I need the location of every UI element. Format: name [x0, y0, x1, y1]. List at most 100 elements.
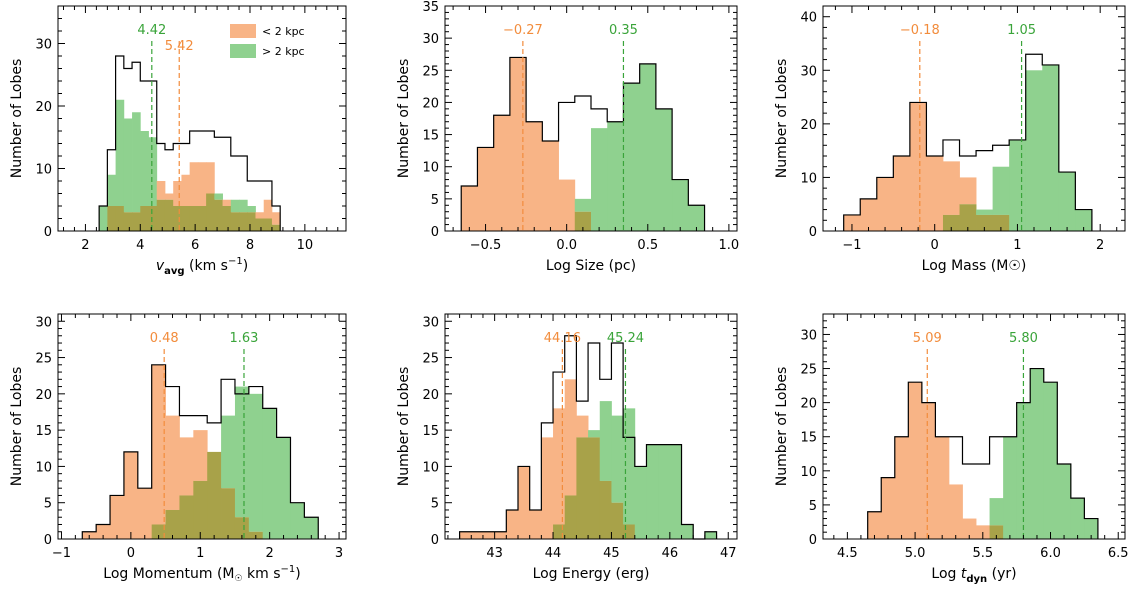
far-bar-5	[140, 131, 149, 206]
legend-swatch	[230, 44, 256, 58]
far-bar-16	[646, 444, 659, 539]
far-bar-10	[623, 83, 641, 232]
plot-frame	[444, 313, 738, 540]
y-tick-label: 20	[422, 96, 439, 111]
y-tick-label: 20	[422, 388, 439, 403]
near-bar-3	[908, 382, 923, 539]
far-bar-11	[1025, 70, 1043, 232]
overlap-bar-16	[230, 212, 240, 231]
far-bar-17	[658, 444, 671, 539]
far-bar-17	[239, 199, 248, 213]
y-tick-label: 25	[422, 352, 439, 367]
far-bar-7	[574, 198, 592, 212]
x-tick-label: 2	[81, 238, 89, 253]
overlap-bar-13	[206, 193, 215, 231]
near-bar-6	[948, 484, 963, 539]
x-tick-label: 43	[486, 546, 503, 561]
overlap-bar-1	[107, 206, 116, 231]
near-bar-4	[909, 102, 927, 231]
far-bar-16	[230, 199, 240, 213]
y-tick-label: 20	[35, 100, 52, 115]
near-bar-7	[959, 177, 977, 205]
overlap-bar-13	[611, 502, 624, 539]
x-tick-label: 45	[603, 546, 620, 561]
near-bar-0	[843, 214, 861, 231]
x-axis-label: Log Mass (M☉)	[922, 258, 1027, 274]
near-bar-3	[893, 156, 911, 231]
near-bar-4	[526, 121, 543, 231]
x-tick-label: 10	[297, 238, 314, 253]
x-tick-label: 0	[127, 546, 135, 561]
legend-label: < 2 kpc	[262, 25, 305, 38]
far-median-label: 4.42	[137, 23, 166, 38]
y-tick-label: 30	[800, 64, 817, 79]
overlap-bar-2	[115, 206, 125, 231]
x-tick-label: 1	[1013, 238, 1021, 253]
far-median-label: 0.35	[609, 23, 638, 38]
near-bar-15	[222, 199, 232, 206]
overlap-bar-9	[207, 451, 222, 539]
far-bar-19	[681, 524, 694, 539]
near-median-label: 5.42	[165, 39, 194, 54]
total-histogram-outline	[867, 367, 1099, 539]
near-bar-7	[156, 181, 166, 200]
overlap-bar-17	[239, 212, 248, 231]
y-tick-label: 20	[800, 397, 817, 412]
far-bar-14	[214, 193, 223, 200]
x-axis-label: Log tdyn (yr)	[931, 566, 1016, 585]
legend-swatch	[230, 24, 256, 38]
near-bar-12	[197, 162, 207, 206]
near-bar-21	[271, 212, 281, 225]
far-bar-14	[276, 437, 291, 539]
far-bar-13	[262, 408, 278, 539]
near-bar-0	[459, 531, 472, 539]
near-median-label: 5.09	[913, 331, 942, 346]
y-tick-label: 5	[809, 499, 817, 514]
near-bar-5	[926, 156, 944, 231]
near-bar-6	[165, 415, 180, 510]
x-tick-label: 3	[335, 546, 343, 561]
far-bar-13	[611, 415, 624, 503]
y-tick-label: 30	[800, 328, 817, 343]
total-histogram-outline	[460, 56, 706, 231]
y-tick-label: 10	[422, 161, 439, 176]
y-tick-label: 5	[431, 193, 439, 208]
near-bar-7	[962, 518, 977, 539]
y-tick-label: 30	[35, 38, 52, 53]
near-bar-1	[860, 198, 878, 231]
far-bar-0	[99, 206, 108, 231]
y-tick-label: 35	[422, 0, 439, 15]
far-median-label: 1.05	[1007, 23, 1036, 38]
overlap-bar-10	[181, 206, 191, 231]
y-tick-label: 30	[35, 315, 52, 330]
far-bar-10	[221, 415, 236, 489]
y-tick-label: 20	[35, 388, 52, 403]
near-bar-7	[541, 437, 554, 539]
far-bar-15	[1070, 498, 1085, 539]
plot-frame	[57, 313, 347, 540]
y-axis-label: Number of Lobes	[774, 59, 790, 179]
x-tick-label: 4.5	[837, 546, 858, 561]
y-tick-label: 15	[422, 424, 439, 439]
far-median-label: 5.80	[1009, 331, 1038, 346]
far-bar-21	[704, 531, 717, 539]
far-bar-12	[655, 108, 673, 231]
x-tick-label: −1	[842, 238, 861, 253]
x-tick-label: 0	[931, 238, 939, 253]
far-bar-14	[1075, 209, 1093, 231]
y-axis-label: Number of Lobes	[9, 367, 25, 487]
near-bar-0	[867, 511, 882, 539]
near-bar-9	[173, 181, 182, 206]
x-tick-label: 46	[662, 546, 679, 561]
x-tick-label: 0.0	[556, 238, 577, 253]
y-tick-label: 25	[35, 352, 52, 367]
far-bar-18	[669, 444, 682, 539]
legend: < 2 kpc > 2 kpc	[230, 24, 305, 58]
y-axis-label: Number of Lobes	[9, 59, 25, 179]
y-tick-label: 10	[800, 465, 817, 480]
overlap-bar-14	[623, 524, 636, 539]
far-bar-12	[248, 393, 264, 532]
near-bar-6	[942, 161, 960, 215]
